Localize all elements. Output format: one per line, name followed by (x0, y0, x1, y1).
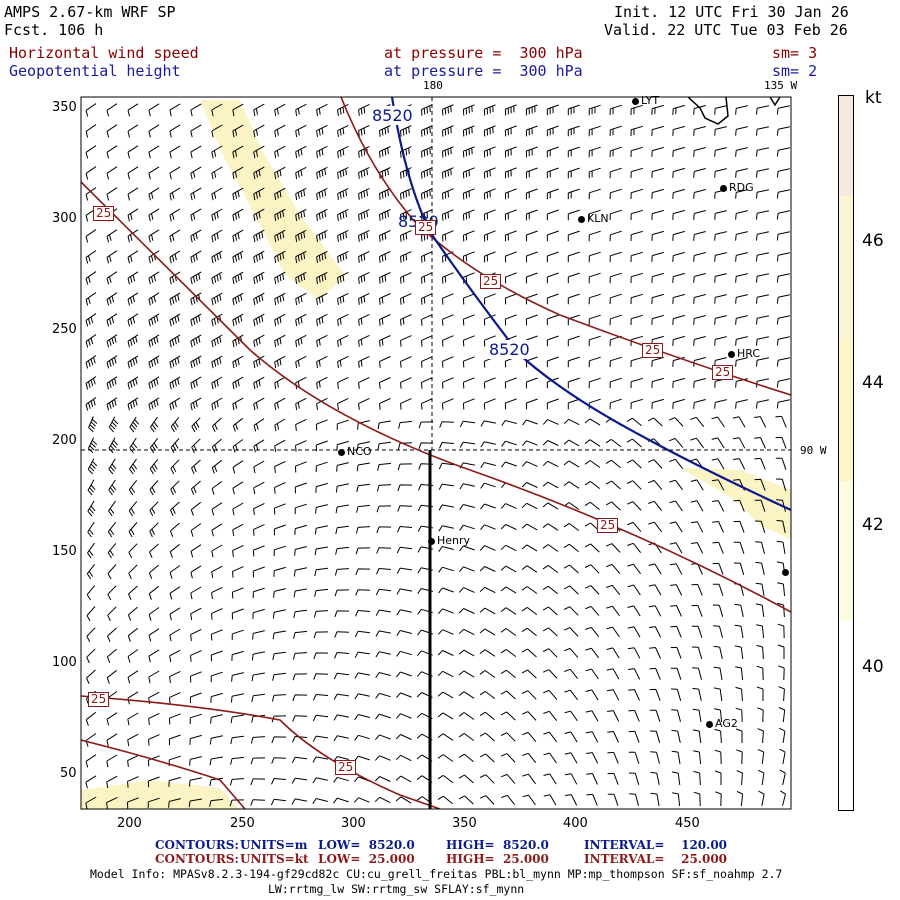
wind-speed-shade-jet (200, 100, 345, 300)
height-contour-8520 (390, 97, 791, 511)
speed-label-4: 25 (642, 339, 664, 358)
x-tick-200: 200 (117, 816, 142, 831)
lon-label-180: 180 (423, 79, 443, 92)
field2-name: Geopotential height (9, 62, 181, 80)
wind-contour-1 (340, 97, 791, 396)
y-tick-50: 50 (60, 766, 77, 781)
footer-c2-title: CONTOURS: (155, 852, 239, 866)
x-tick-300: 300 (341, 816, 366, 831)
wind-contour-2 (81, 181, 791, 613)
height-label-top: 8520 (371, 106, 414, 125)
station-ag2: AG2 (706, 717, 738, 730)
lon-label-90w: 90 W (800, 444, 827, 457)
y-tick-350: 350 (52, 100, 77, 115)
footer-c1-high: HIGH= 8520.0 (446, 838, 549, 852)
x-tick-450: 450 (675, 816, 700, 831)
valid-time: Valid. 22 UTC Tue 03 Feb 26 (604, 21, 848, 39)
wind-barbs (85, 103, 790, 809)
wind-speed-shade-south (81, 780, 240, 809)
station-lyt: LYT (632, 94, 659, 107)
y-tick-250: 250 (52, 322, 77, 337)
model-info-2: LW:rrtmg_lw SW:rrtmg_sw SFLAY:sf_mynn (268, 882, 525, 896)
station-dot (632, 97, 639, 105)
forecast-hour: Fcst. 106 h (4, 21, 104, 39)
station-hrc: HRC (728, 347, 760, 360)
field2-smoothing: sm= 2 (772, 62, 818, 80)
station-dot (578, 215, 585, 223)
field1-level: at pressure = 300 hPa (384, 44, 583, 62)
y-tick-300: 300 (52, 211, 77, 226)
wind-contour-3 (81, 695, 441, 809)
colorbar-label-44: 44 (862, 373, 884, 393)
colorbar-label-42: 42 (862, 515, 884, 535)
wind-barb-set (85, 103, 790, 809)
x-tick-250: 250 (230, 816, 255, 831)
footer-c2-high: HIGH= 25.000 (446, 852, 549, 866)
wind-speed-shade-east (680, 468, 791, 540)
station-edge (782, 565, 791, 578)
speed-label-5: 25 (712, 361, 734, 380)
x-tick-400: 400 (563, 816, 588, 831)
footer-c2-units: UNITS=kt (240, 852, 309, 866)
y-tick-150: 150 (52, 544, 77, 559)
speed-label-3: 25 (480, 270, 502, 289)
speed-label-7: 25 (88, 688, 110, 707)
init-time: Init. 12 UTC Fri 30 Jan 26 (614, 3, 849, 21)
footer-c2-interval: INTERVAL= 25.000 (584, 852, 728, 866)
speed-label-6: 25 (597, 514, 619, 533)
station-dot (782, 568, 789, 576)
colorbar (838, 95, 854, 811)
y-tick-200: 200 (52, 433, 77, 448)
lon-label-135w: 135 W (764, 79, 798, 92)
field1-smoothing: sm= 3 (772, 44, 818, 62)
x-tick-350: 350 (452, 816, 477, 831)
speed-label-2: 25 (415, 216, 437, 235)
station-rdg: RDG (720, 181, 754, 194)
station-kln: KLN (578, 212, 609, 225)
field1-name: Horizontal wind speed (9, 44, 199, 62)
colorbar-label-40: 40 (862, 657, 884, 677)
y-tick-100: 100 (52, 655, 77, 670)
colorbar-label-46: 46 (862, 231, 884, 251)
station-dot (706, 720, 713, 728)
station-nco: NCO (338, 445, 372, 458)
speed-label-8: 25 (335, 756, 357, 775)
footer-c2-low: LOW= 25.000 (318, 852, 415, 866)
station-dot (728, 350, 735, 358)
wind-contour-4 (81, 739, 246, 809)
footer-c1-low: LOW= 8520.0 (318, 838, 415, 852)
height-label-lower: 8520 (489, 340, 530, 359)
footer-c1-interval: INTERVAL= 120.00 (584, 838, 728, 852)
station-dot (338, 448, 345, 456)
station-dot (428, 537, 435, 545)
model-info: Model Info: MPASv8.2.3-194-gf29cd82c CU:… (90, 867, 783, 881)
speed-label-1: 25 (93, 202, 115, 221)
colorbar-unit: kt (865, 88, 882, 108)
footer-c1-units: UNITS=m (240, 838, 308, 852)
coastline (687, 97, 781, 125)
field2-level: at pressure = 300 hPa (384, 62, 583, 80)
station-henry: Henry (428, 534, 470, 547)
footer-c1-title: CONTOURS: (155, 838, 239, 852)
station-dot (720, 184, 727, 192)
model-title: AMPS 2.67-km WRF SP (4, 3, 176, 21)
